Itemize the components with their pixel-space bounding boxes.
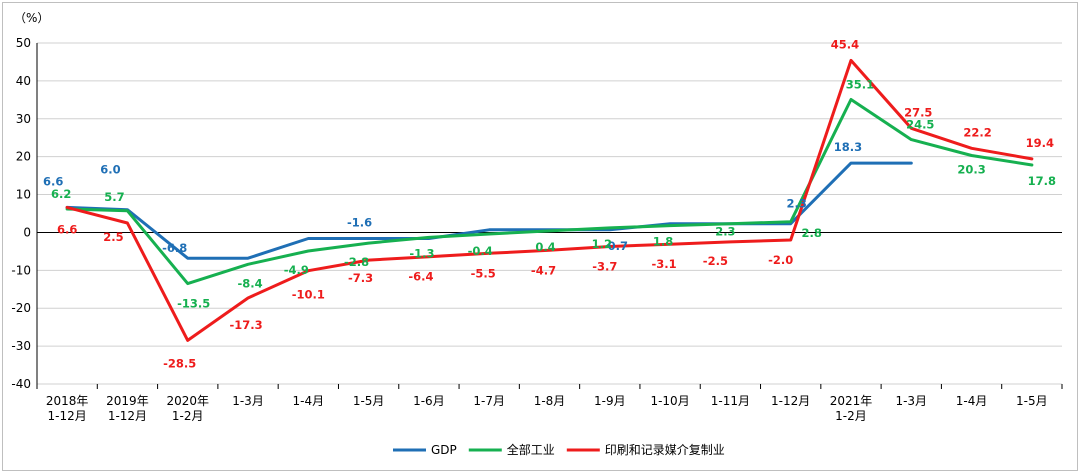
y-tick-label: 40: [16, 74, 31, 88]
x-tick-label: 1-12月: [48, 409, 87, 423]
y-tick-label: 20: [16, 150, 31, 164]
y-tick-label: 10: [16, 188, 31, 202]
data-label: 27.5: [904, 105, 932, 119]
data-label: 24.5: [906, 118, 934, 132]
data-label: -2.8: [344, 255, 369, 269]
data-label: -3.7: [592, 259, 617, 273]
data-label: -3.1: [652, 257, 677, 271]
data-label: -6.4: [408, 270, 433, 284]
data-label: -0.4: [468, 244, 493, 258]
y-tick-label: -30: [11, 339, 31, 353]
data-label: -4.9: [284, 263, 309, 277]
data-label: 2.5: [103, 230, 123, 244]
data-label: 19.4: [1026, 136, 1054, 150]
data-label: 2.8: [801, 226, 821, 240]
data-label: -1.3: [409, 246, 434, 260]
y-tick-label: -40: [11, 377, 31, 391]
data-label: -2.0: [768, 253, 793, 267]
data-label: -4.7: [531, 263, 556, 277]
data-label: 45.4: [831, 37, 859, 51]
x-tick-label: 1-4月: [956, 394, 988, 408]
series-line-全部工业: [65, 98, 1034, 286]
data-label: 6.6: [57, 222, 77, 236]
data-label: -7.3: [348, 271, 373, 285]
legend-entry: 印刷和记录媒介复制业: [605, 443, 725, 457]
data-label: 20.3: [957, 163, 985, 177]
data-label: -5.5: [471, 266, 496, 280]
x-tick-label: 1-11月: [711, 394, 750, 408]
data-label: 17.8: [1028, 174, 1056, 188]
x-tick-label: 1-10月: [650, 394, 689, 408]
data-label: 1.2: [592, 237, 612, 251]
y-tick-label: 50: [16, 36, 31, 50]
data-label: -10.1: [292, 288, 325, 302]
data-label: 0.4: [535, 240, 555, 254]
data-label: -6.8: [162, 241, 187, 255]
y-tick-label: -10: [11, 263, 31, 277]
data-label: 6.0: [100, 163, 120, 177]
y-tick-label: 30: [16, 112, 31, 126]
y-axis-unit-label: （%）: [14, 11, 49, 25]
x-tick-label: 1-12月: [108, 409, 147, 423]
x-tick-label: 1-7月: [473, 394, 505, 408]
data-label: 2.3: [786, 197, 806, 211]
x-tick-label: 1-4月: [293, 394, 325, 408]
data-label: -2.5: [703, 254, 728, 268]
data-label: -13.5: [177, 297, 210, 311]
x-tick-label: 1-3月: [895, 394, 927, 408]
data-label: -17.3: [229, 318, 262, 332]
x-tick-label: 1-12月: [771, 394, 810, 408]
x-tick-label: 1-9月: [594, 394, 626, 408]
x-tick-label: 1-6月: [413, 394, 445, 408]
data-label: 18.3: [834, 140, 862, 154]
data-label: 6.6: [43, 174, 63, 188]
x-tick-label: 2019年: [106, 394, 149, 408]
x-tick-label: 1-2月: [172, 409, 204, 423]
x-tick-label: 1-3月: [232, 394, 264, 408]
x-tick-label: 1-8月: [534, 394, 566, 408]
data-label: 5.7: [104, 190, 124, 204]
x-tick-label: 2020年: [166, 394, 209, 408]
y-tick-label: -20: [11, 301, 31, 315]
data-label: 1.8: [653, 235, 673, 249]
data-label: -1.6: [347, 216, 372, 230]
legend-entry: 全部工业: [507, 442, 555, 457]
data-label: 2.3: [715, 225, 735, 239]
x-tick-label: 2018年: [46, 394, 89, 408]
data-label: 0.7: [608, 239, 628, 253]
data-label: -28.5: [163, 356, 196, 370]
data-label: 6.2: [51, 187, 71, 201]
x-tick-label: 1-5月: [353, 394, 385, 408]
series-line-印刷和记录媒介复制业: [65, 58, 1034, 342]
data-label: 35.1: [846, 77, 874, 91]
legend-entry: GDP: [431, 443, 457, 457]
data-label: -8.4: [237, 276, 262, 290]
x-tick-label: 1-2月: [835, 409, 867, 423]
y-tick-label: 0: [23, 225, 31, 239]
x-tick-label: 1-5月: [1016, 394, 1048, 408]
x-tick-label: 2021年: [830, 394, 873, 408]
data-label: 22.2: [963, 125, 991, 139]
